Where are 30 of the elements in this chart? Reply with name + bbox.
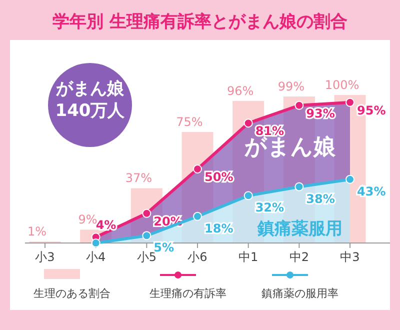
x-tick-label: 中1 [238,250,258,264]
data-label: 32% [255,200,284,215]
data-label: 100% [324,78,360,92]
annotation: がまん娘 140万人 [55,79,126,121]
annotation: 鎮痛薬服用 [256,219,342,239]
data-label: 4% [96,218,116,232]
data-label: 99% [278,79,305,94]
data-label: 43% [357,184,386,198]
x-tick-label: 中2 [289,250,309,264]
legend-label: 生理のある割合 [34,287,110,300]
x-tick-label: 中3 [340,250,360,264]
data-label: 96% [226,84,254,98]
data-label: 93% [306,106,335,120]
data-label: 50% [204,170,234,184]
data-label: 38% [306,192,335,206]
x-tick-label: 小3 [35,250,55,264]
data-label: 18% [204,221,234,236]
data-label: 37% [125,171,152,186]
legend-label: 生理痛の有訴率 [150,287,226,300]
data-label: 5% [154,240,174,255]
annotation: がまん娘 [244,135,336,160]
x-tick-label: 小6 [188,250,208,264]
legend-label: 鎮痛薬の服用率 [262,287,338,300]
data-label: 75% [176,115,203,129]
x-tick-label: 小5 [136,250,156,264]
x-tick-label: 小4 [86,250,106,264]
data-label: 1% [27,224,47,239]
chart-title: 学年別 生理痛有訴率とがまん娘の割合 [52,12,348,32]
data-label: 9% [78,212,98,227]
data-label: 95% [357,103,386,118]
